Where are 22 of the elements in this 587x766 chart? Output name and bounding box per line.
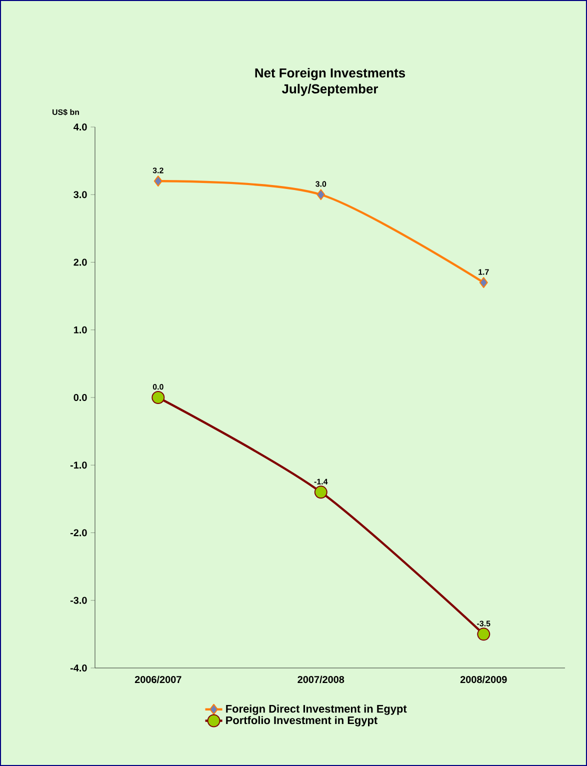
y-tick-label: 4.0 <box>74 123 87 131</box>
y-tick-label: 1.0 <box>74 326 87 334</box>
y-tick-label: -3.0 <box>70 596 87 604</box>
point <box>316 189 326 200</box>
chart-subtitle: July/September <box>282 84 378 96</box>
point <box>314 486 328 499</box>
x-tick-label: 2007/2008 <box>298 676 344 684</box>
legend-label: Portfolio Investment in Egypt <box>226 716 378 726</box>
chart-title: Net Foreign Investments <box>255 68 406 80</box>
x-tick-label: 2008/2009 <box>460 676 507 684</box>
y-tick-label: 2.0 <box>74 258 87 266</box>
y-tick-label: 0.0 <box>74 394 87 402</box>
point <box>154 176 162 187</box>
point <box>477 628 490 641</box>
x-tick-label: 2006/2007 <box>134 676 182 684</box>
y-tick-label: -1.0 <box>70 462 87 469</box>
y-tick-label: -2.0 <box>70 529 87 536</box>
point <box>152 390 165 404</box>
y-tick-label: 3.0 <box>74 191 87 198</box>
point <box>479 277 488 288</box>
y-tick-label: -4.0 <box>70 664 87 672</box>
legend-label: Foreign Direct Investment in Egypt <box>226 704 407 715</box>
